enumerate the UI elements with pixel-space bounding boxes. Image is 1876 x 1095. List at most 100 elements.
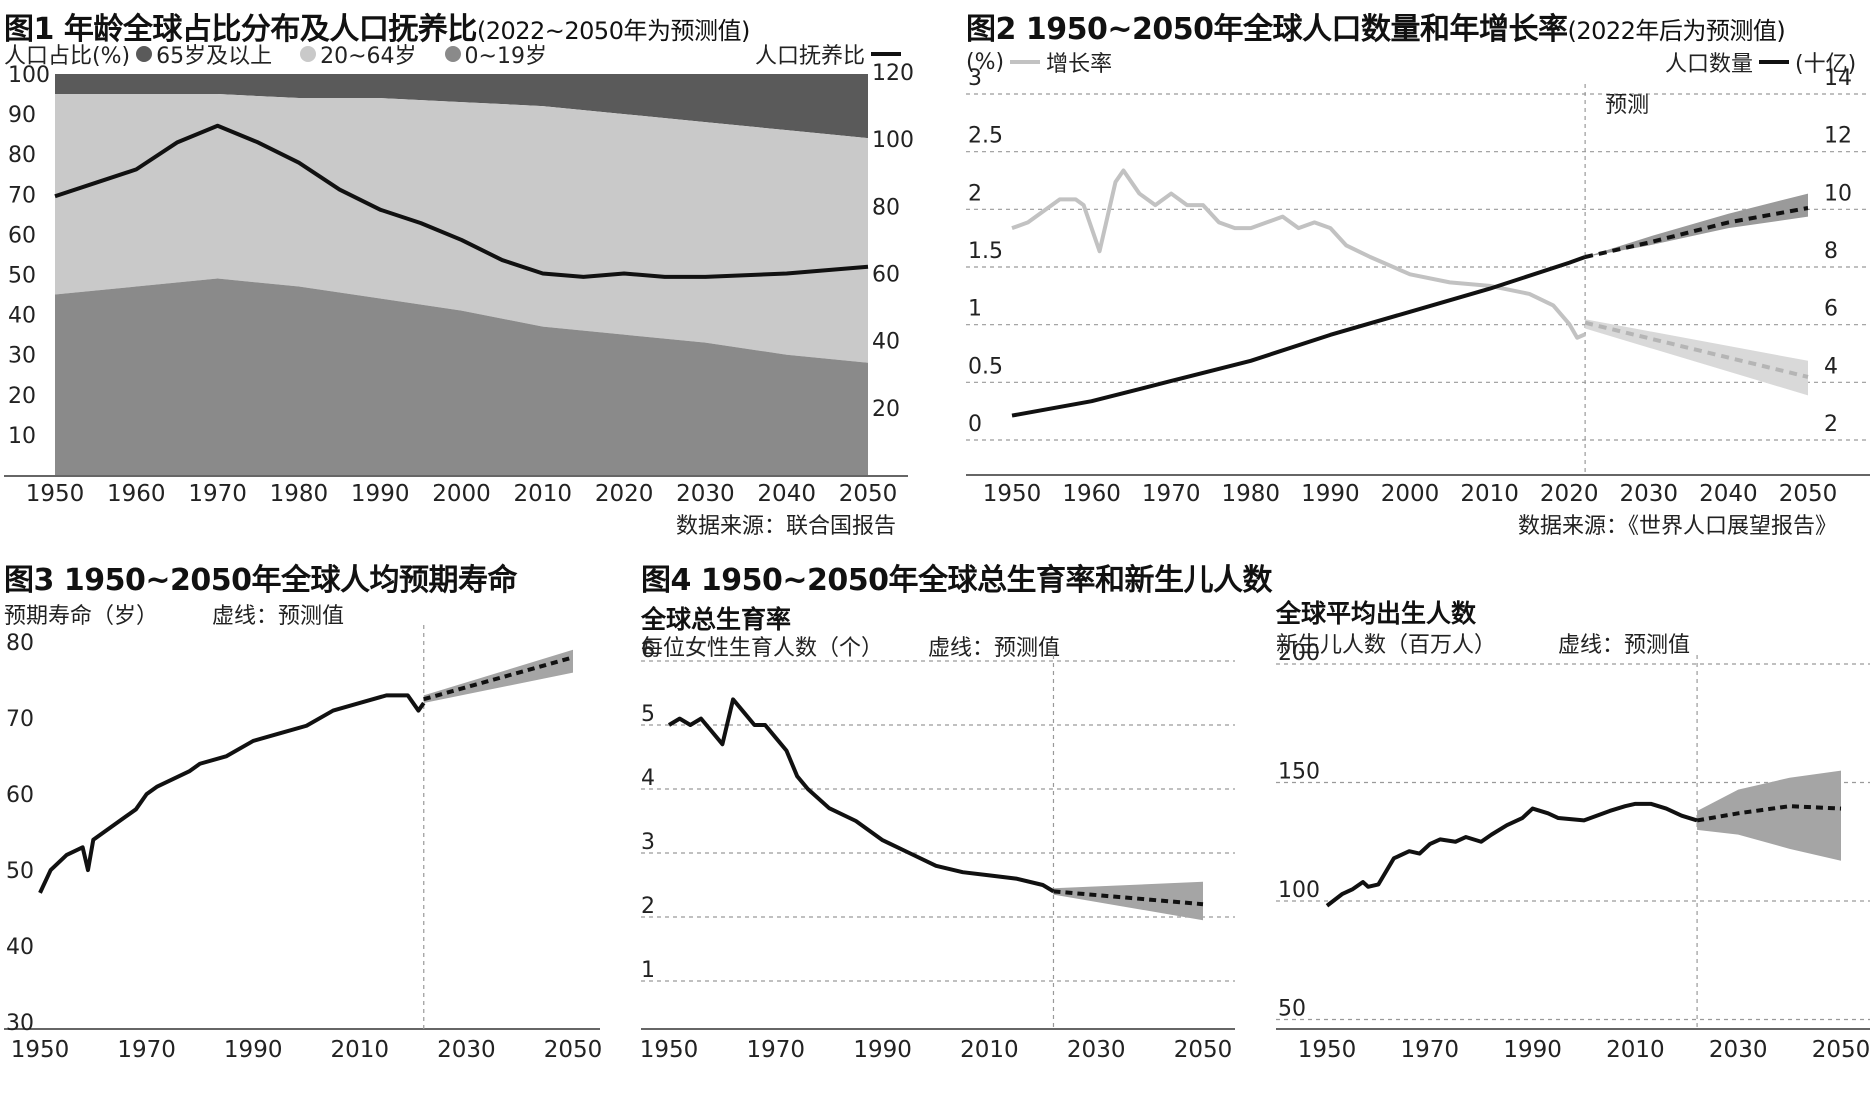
- fig4-title: 图4 1950~2050年全球总生育率和新生儿人数: [641, 563, 1272, 598]
- fig2-pop-legend-line: [1759, 60, 1790, 64]
- fig2-x-tick-2040: 2040: [1699, 481, 1758, 507]
- fig1-left-tick-10: 10: [8, 424, 36, 449]
- fig2-left-tick-0: 0: [968, 412, 982, 437]
- fig1-left-tick-50: 50: [8, 264, 36, 289]
- fig1-left-tick-90: 90: [8, 103, 36, 128]
- fig1-legend-label-20: 20~64岁: [320, 44, 417, 69]
- fig3-x-tick-2030: 2030: [437, 1037, 496, 1063]
- fig4-right-y-tick-200: 200: [1278, 641, 1320, 666]
- fig3-x-tick-1970: 1970: [117, 1037, 176, 1063]
- fig4-left-y-tick-5: 5: [641, 702, 655, 727]
- fig2-left-tick-0.5: 0.5: [968, 354, 1003, 379]
- fig1-x-tick-1950: 1950: [26, 481, 85, 507]
- fig1-left-tick-20: 20: [8, 384, 36, 409]
- fig1-right-tick-20: 20: [872, 397, 900, 422]
- fig1-right-legend-label: 人口抚养比: [755, 44, 866, 69]
- fig2-growth-legend-label: 增长率: [1046, 52, 1113, 77]
- fig2-x-tick-2050: 2050: [1779, 481, 1838, 507]
- fig1-right-legend: 人口抚养比: [755, 38, 907, 70]
- fig1-x-tick-1960: 1960: [107, 481, 166, 507]
- fig1-area-65-plus: [55, 74, 868, 139]
- fig1-x-tick-2020: 2020: [595, 481, 654, 507]
- fig4-left-y-tick-3: 3: [641, 830, 655, 855]
- fig1-x-tick-2030: 2030: [676, 481, 735, 507]
- fig4-right-y-tick-150: 150: [1278, 760, 1320, 785]
- fig3-subtitle: 预期寿命（岁）: [4, 604, 159, 629]
- fig1-area-20-64: [55, 94, 868, 363]
- fig3-dashed-note: 虚线：预测值: [212, 604, 345, 629]
- fig1-dependency-line: [54, 123, 869, 279]
- fig2-x-tick-2020: 2020: [1540, 481, 1599, 507]
- fig2-pop-legend-label: 人口数量: [1665, 52, 1754, 77]
- fig1-x-tick-2040: 2040: [757, 481, 816, 507]
- fig2-legend-left: (%) 增长率: [966, 46, 1112, 78]
- fig1-left-tick-60: 60: [8, 223, 36, 248]
- fig4-left-y-tick-4: 4: [641, 766, 655, 791]
- fig1-legend-swatch-65: [136, 46, 153, 62]
- fig4-right-note: 虚线：预测值: [1558, 633, 1691, 658]
- fig2-source: 数据来源：《世界人口展望报告》: [1518, 514, 1838, 539]
- fig1-left-axis-label: 人口占比(%): [4, 44, 131, 69]
- fig1-legend: 人口占比(%) 65岁及以上 20~64岁 0~19岁: [4, 38, 547, 70]
- fig3-y-tick-80: 80: [6, 631, 34, 656]
- fig4-right-x-tick-1950: 1950: [1298, 1037, 1357, 1063]
- fig1-left-tick-30: 30: [8, 344, 36, 369]
- fig4-right-unit: 新生儿人数（百万人）: [1276, 633, 1497, 658]
- fig1-right-tick-60: 60: [872, 263, 900, 288]
- fig2-growth-legend-line: [1010, 60, 1041, 64]
- fig1-right-legend-line: [871, 52, 902, 56]
- fig3-x-tick-1950: 1950: [11, 1037, 70, 1063]
- fig4-right-y-tick-50: 50: [1278, 997, 1306, 1022]
- fig2-pop-forecast-line: [1584, 206, 1809, 259]
- fig4-right-x-tick-1970: 1970: [1401, 1037, 1460, 1063]
- fig4-left-unit: 每位女性生育人数（个）: [641, 636, 884, 661]
- fig2-right-tick-6: 6: [1824, 297, 1838, 322]
- fig3-y-tick-30: 30: [6, 1011, 34, 1036]
- fig2-right-tick-10: 10: [1824, 181, 1852, 206]
- fig2-right-unit: (十亿): [1795, 52, 1857, 77]
- fig2-x-tick-1970: 1970: [1142, 481, 1201, 507]
- fig3-y-tick-60: 60: [6, 783, 34, 808]
- fig1-right-tick-120: 120: [872, 61, 914, 86]
- fig4-left-x-tick-2030: 2030: [1067, 1037, 1126, 1063]
- fig1-x-tick-2010: 2010: [514, 481, 573, 507]
- fig4-left-x-tick-2010: 2010: [960, 1037, 1019, 1063]
- fig2-right-tick-4: 4: [1824, 354, 1838, 379]
- fig2-x-tick-1960: 1960: [1062, 481, 1121, 507]
- fig3-title: 图3 1950~2050年全球人均预期寿命: [4, 563, 517, 598]
- fig1-legend-label-0: 0~19岁: [464, 44, 547, 69]
- fig4-left-x-tick-1970: 1970: [747, 1037, 806, 1063]
- fig1-x-tick-1980: 1980: [270, 481, 329, 507]
- fig2-right-tick-8: 8: [1824, 239, 1838, 264]
- fig3-forecast-line: [423, 655, 574, 702]
- fig1-title: 图1 年龄全球占比分布及人口抚养比(2022~2050年为预测值): [4, 4, 750, 48]
- fig2-legend-right: 人口数量 (十亿): [1665, 46, 1856, 78]
- fig1-left-tick-40: 40: [8, 304, 36, 329]
- fig2-left-tick-3: 3: [968, 66, 982, 91]
- fig3-x-tick-2050: 2050: [544, 1037, 603, 1063]
- fig4-right-x-tick-2010: 2010: [1606, 1037, 1665, 1063]
- fig2-x-tick-1990: 1990: [1301, 481, 1360, 507]
- fig4-left-y-tick-6: 6: [641, 638, 655, 663]
- fig2-x-tick-1980: 1980: [1222, 481, 1281, 507]
- fig2-x-tick-2010: 2010: [1460, 481, 1519, 507]
- fig1-x-tick-2000: 2000: [432, 481, 491, 507]
- fig3-y-tick-40: 40: [6, 935, 34, 960]
- fig1-right-tick-80: 80: [872, 195, 900, 220]
- fig4-left-note: 虚线：预测值: [928, 636, 1061, 661]
- fig2-growth-forecast-line: [1584, 320, 1809, 379]
- fig4-left-x-tick-1950: 1950: [640, 1037, 699, 1063]
- fig4-left-forecast-band: [1053, 881, 1203, 921]
- fig2-x-tick-1950: 1950: [983, 481, 1042, 507]
- fig2-forecast-label: 预测: [1605, 93, 1649, 118]
- fig2-pop-forecast-band: [1585, 193, 1808, 257]
- fig2-left-tick-1: 1: [968, 297, 982, 322]
- fig1-left-tick-70: 70: [8, 183, 36, 208]
- fig2-right-tick-14: 14: [1824, 66, 1852, 91]
- fig1-title-main: 图1 年龄全球占比分布及人口抚养比: [4, 12, 477, 47]
- fig1-right-tick-100: 100: [872, 128, 914, 153]
- fig2-right-tick-2: 2: [1824, 412, 1838, 437]
- fig2-right-tick-12: 12: [1824, 124, 1852, 149]
